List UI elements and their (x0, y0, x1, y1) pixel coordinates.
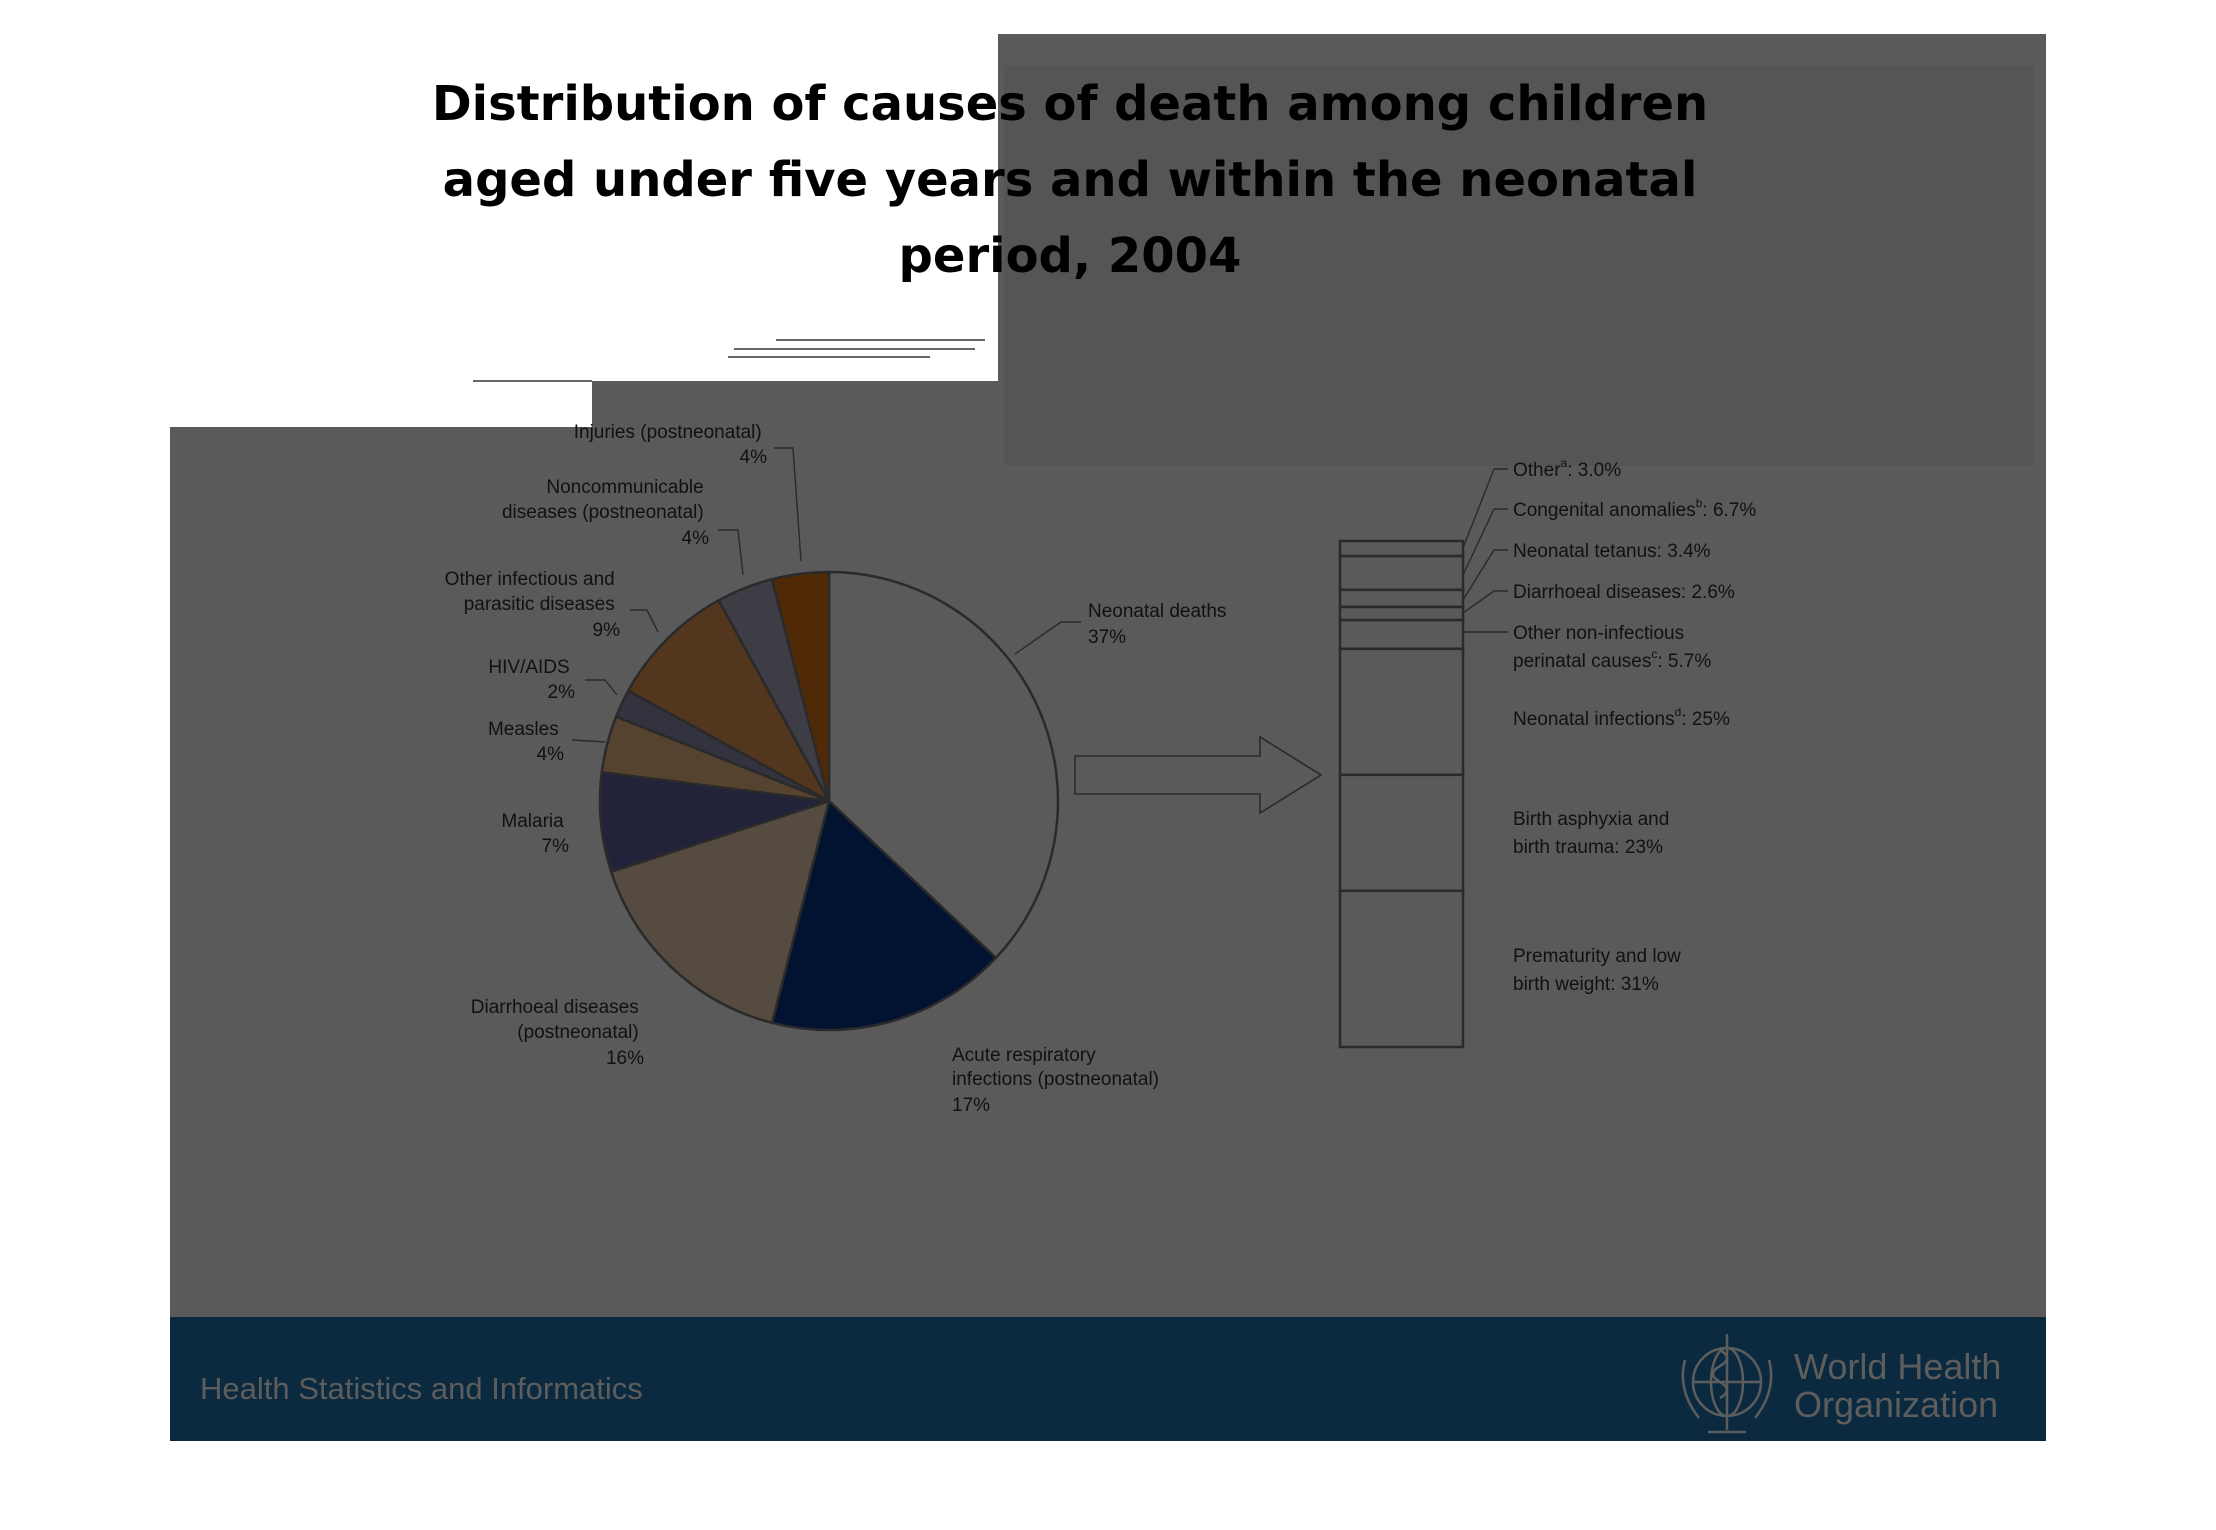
leader-tetanus (1462, 549, 1508, 601)
label-other: Othera: 3.0% (1513, 456, 1621, 481)
neonatal-stacked-bar (1338, 539, 1465, 1049)
bar-leader-lines (1462, 468, 1508, 633)
pie-slice-neonatal-deaths (827, 570, 1060, 960)
bar-segment-congenital-anomalies (1338, 554, 1465, 592)
label-neonatal: Neonatal deaths 37% (1088, 601, 1232, 648)
leader-other (1462, 468, 1508, 549)
leader-ncd (718, 529, 744, 576)
label-congenital: Congenital anomaliesb: 6.7% (1513, 496, 1756, 521)
label-prematurity: Prematurity and low birth weight: 31% (1513, 946, 1686, 995)
bar-segment-birth-asphyxia-and-birth-trauma (1338, 773, 1465, 893)
arrow-icon (1074, 735, 1323, 815)
pie-slice-other-infectious-and-parasitic-diseases (626, 598, 833, 805)
label-other-infectious: Other infectious and parasitic diseases … (445, 569, 620, 641)
label-other-noninfectious: Other non-infectious perinatal causesc: … (1513, 623, 1711, 672)
header-panel (1004, 66, 2034, 466)
label-hiv: HIV/AIDS 2% (488, 657, 575, 703)
label-measles: Measles 4% (488, 719, 564, 765)
label-ari: Acute respiratory infections (postneonat… (952, 1045, 1164, 1116)
label-ncd: Noncommunicable diseases (postneonatal) … (502, 477, 709, 549)
label-diarrhoeal: Diarrhoeal diseases (postneonatal) 16% (471, 997, 644, 1069)
slide-title: Distribution of causes of death among ch… (432, 76, 1708, 284)
leader-measles (571, 739, 606, 743)
footer-bar (170, 1317, 2046, 1441)
title-line-3: period, 2004 (899, 228, 1242, 284)
bar-segment-diarrhoeal-diseases (1338, 605, 1465, 622)
pie-slice-injuries-postneonatal (770, 570, 831, 802)
who-logo-line-1: World Health (1794, 1346, 2001, 1387)
leader-other-infectious (630, 609, 659, 633)
label-diarrhoeal-neonatal: Diarrhoeal diseases: 2.6% (1513, 582, 1735, 603)
label-injuries: Injuries (postneonatal) 4% (574, 422, 767, 468)
leader-diarrhoeal-neonatal (1462, 590, 1508, 614)
pie-slice-acute-respiratory-infections-postneonatal (770, 798, 998, 1032)
pie-slice-diarrhoeal-diseases-postneonatal (609, 799, 831, 1025)
leader-congenital (1462, 508, 1508, 576)
leader-injuries (774, 447, 802, 562)
who-emblem-icon (1681, 1334, 1773, 1434)
title-line-2: aged under five years and within the neo… (443, 152, 1698, 208)
who-logo-line-2: Organization (1794, 1384, 1998, 1425)
bar-segment-other (1338, 539, 1465, 558)
leader-hiv (585, 679, 618, 696)
pie-labels: Injuries (postneonatal) 4% Noncommunicab… (445, 422, 1232, 1116)
artifact-lines (473, 339, 985, 382)
label-neonatal-infections: Neonatal infectionsd: 25% (1513, 705, 1730, 730)
leader-neonatal (1014, 621, 1081, 655)
title-line-1: Distribution of causes of death among ch… (432, 76, 1708, 132)
bar-labels: Othera: 3.0% Congenital anomaliesb: 6.7%… (1513, 456, 1756, 995)
label-malaria: Malaria 7% (501, 811, 569, 857)
label-birth-asphyxia: Birth asphyxia and birth trauma: 23% (1513, 809, 1675, 858)
bar-segment-neonatal-infections (1338, 647, 1465, 777)
footer-text: Health Statistics and Informatics (200, 1371, 643, 1406)
pie-leader-lines (571, 447, 1081, 743)
label-tetanus: Neonatal tetanus: 3.4% (1513, 541, 1711, 562)
bar-segment-other-non-infectious-perinatal-causes (1338, 618, 1465, 651)
bar-segment-prematurity-and-low-birth-weight (1338, 889, 1465, 1049)
bar-segment-neonatal-tetanus (1338, 588, 1465, 609)
pie-chart (598, 570, 1060, 1032)
